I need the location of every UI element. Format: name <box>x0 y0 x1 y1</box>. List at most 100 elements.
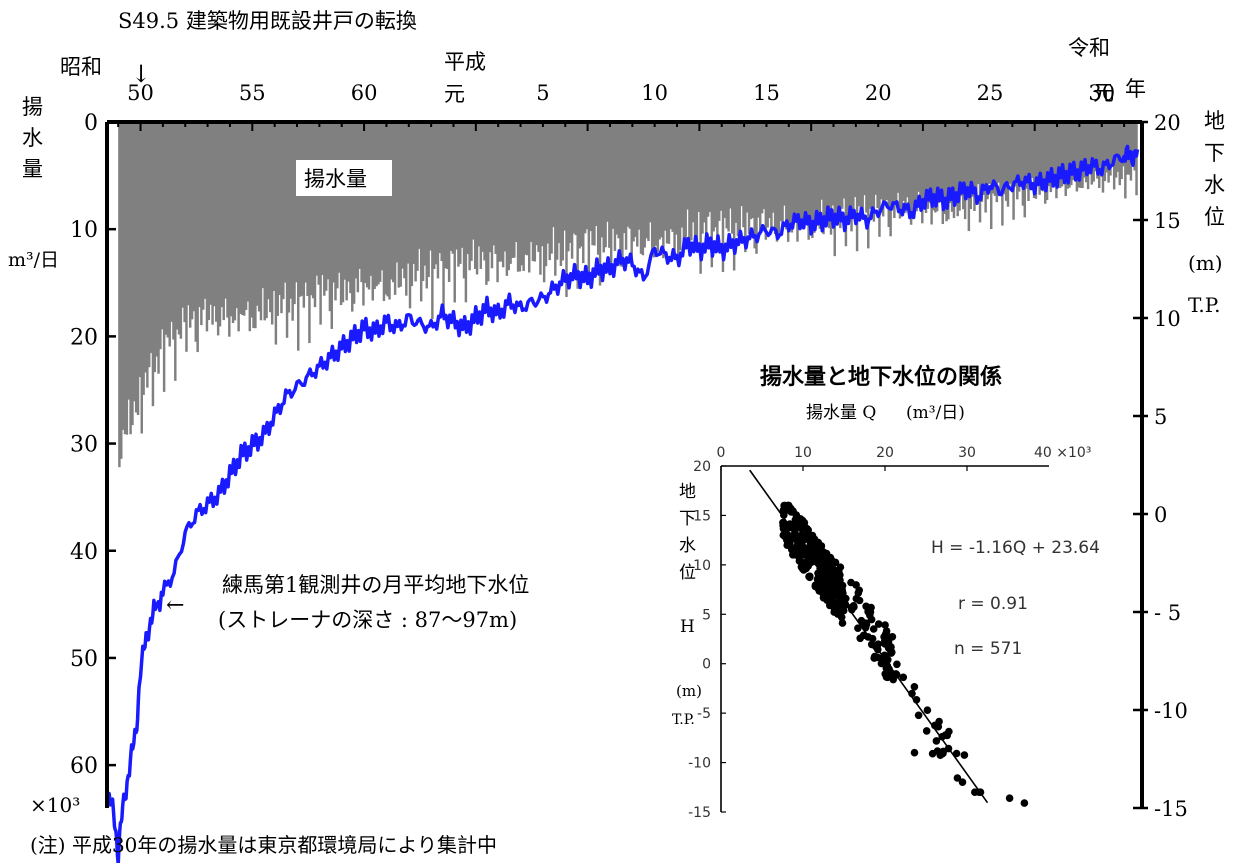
pumping-bar <box>816 122 820 226</box>
pumping-bar <box>140 122 143 434</box>
pumping-bar <box>408 122 412 309</box>
scatter-point <box>839 606 848 615</box>
pumping-bar <box>494 122 497 254</box>
pumping-bar <box>621 122 624 267</box>
pumping-bar <box>574 122 578 236</box>
pumping-bar <box>511 122 514 259</box>
pumping-bar <box>252 122 255 329</box>
pumping-label-box <box>296 160 392 196</box>
pumping-bar <box>274 122 278 345</box>
pumping-bar <box>429 122 432 251</box>
pumping-bar <box>982 122 986 195</box>
top-axis-ticks <box>117 122 1126 131</box>
pumping-bar <box>956 122 959 217</box>
left-tick-label: 0 <box>84 111 98 136</box>
pumping-bar <box>209 122 212 305</box>
pumping-bar <box>727 122 730 232</box>
pumping-bar <box>652 122 656 258</box>
pumping-bar <box>345 122 348 301</box>
pumping-bar <box>613 122 617 251</box>
scatter-point <box>882 673 891 681</box>
scatter-point <box>881 621 889 629</box>
pumping-bar <box>790 122 794 233</box>
pumping-bar <box>1006 122 1010 207</box>
pumping-bar <box>412 122 415 264</box>
pumping-bar <box>976 122 980 185</box>
scatter-x-ticks: 0 10 20 30 <box>717 445 976 471</box>
pumping-bar <box>582 122 585 264</box>
pumping-bar <box>287 122 291 313</box>
pumping-bar <box>757 122 760 218</box>
year-tick-label: 30 <box>1088 81 1115 105</box>
pumping-bar <box>1088 122 1092 172</box>
pumping-bar <box>960 122 963 196</box>
pumping-bar <box>911 122 915 220</box>
pumping-bar <box>1101 122 1105 193</box>
pumping-bar <box>954 122 958 192</box>
pumping-bar <box>989 122 993 230</box>
pumping-bar <box>567 122 570 252</box>
pumping-bar <box>405 122 408 296</box>
pumping-bar <box>829 122 833 235</box>
pumping-bar <box>496 122 499 283</box>
pumping-bar <box>565 122 568 297</box>
pumping-bar <box>945 122 948 222</box>
pumping-bar <box>479 122 483 269</box>
level-label-line2: (ストレーナの深さ : 87〜97m) <box>218 608 517 632</box>
pumping-bar <box>889 122 892 237</box>
pumping-bar <box>615 122 619 235</box>
pumping-bar <box>1016 122 1019 200</box>
pumping-bar <box>950 122 954 212</box>
pumping-bar <box>282 122 285 300</box>
pumping-bar <box>155 122 158 357</box>
pumping-bar <box>1003 122 1006 195</box>
scatter-ylabel-2: 下 <box>679 509 696 529</box>
pumping-bar <box>1098 122 1101 189</box>
scatter-y-tick-label: -5 <box>697 706 711 722</box>
pumping-bar <box>295 122 298 283</box>
scatter-point <box>847 578 855 587</box>
pumping-bar <box>501 122 505 268</box>
scatter-point <box>798 516 807 525</box>
right-axis-unit: (m) <box>1188 251 1223 275</box>
pumping-bar <box>1099 122 1103 173</box>
year-tick-label: 25 <box>977 81 1004 105</box>
pumping-bar <box>678 122 682 251</box>
left-tick-label: 20 <box>70 325 98 350</box>
pumping-bar <box>1083 122 1086 178</box>
pumping-bar <box>649 122 652 223</box>
pumping-bar <box>796 122 799 242</box>
pumping-bar <box>669 122 673 230</box>
pumping-bar <box>487 122 490 282</box>
pumping-bar <box>777 122 781 234</box>
pumping-bar <box>842 122 846 199</box>
pumping-bar <box>986 122 989 200</box>
year-tick-labels: 50 55 60 5 10 15 20 25 30 <box>127 81 1115 105</box>
pumping-bar <box>548 122 551 261</box>
pumping-bars <box>118 122 1138 468</box>
pumping-bar <box>708 122 712 213</box>
pumping-bar <box>1081 122 1084 189</box>
pumping-bar <box>518 122 522 272</box>
pumping-bar <box>1079 122 1082 188</box>
pumping-bar <box>578 122 581 249</box>
pumping-bar <box>785 122 788 230</box>
pumping-bar <box>351 122 354 312</box>
pumping-bar <box>326 122 330 280</box>
scatter-point <box>838 619 847 627</box>
pumping-bar <box>388 122 391 300</box>
pumping-bar <box>734 122 738 223</box>
scatter-point <box>834 566 842 574</box>
pumping-bar <box>1032 122 1036 199</box>
pumping-bar <box>1001 122 1004 226</box>
pumping-bar <box>440 122 443 262</box>
pumping-bar <box>572 122 576 234</box>
pumping-bar <box>272 122 276 292</box>
pumping-bar <box>1008 122 1012 184</box>
pumping-bar <box>393 122 397 295</box>
pumping-bar <box>528 122 531 273</box>
pumping-bar <box>1116 122 1120 172</box>
pumping-bar <box>457 122 460 267</box>
left-tick-label: 60 <box>70 754 98 779</box>
pumping-bar <box>813 122 816 233</box>
